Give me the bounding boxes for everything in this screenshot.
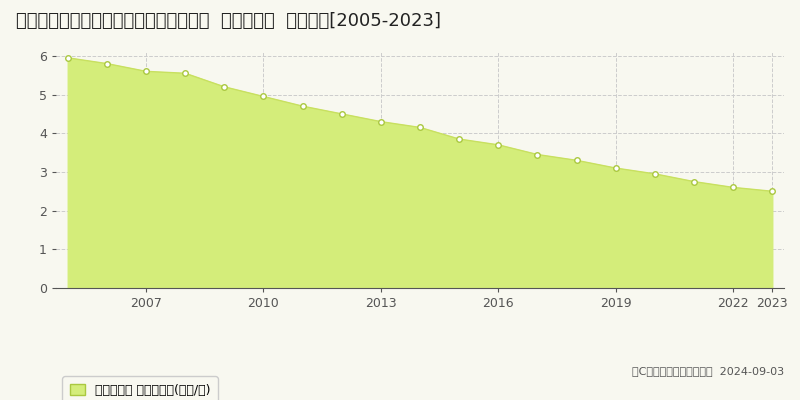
Text: （C）土地価格ドットコム  2024-09-03: （C）土地価格ドットコム 2024-09-03: [632, 366, 784, 376]
Text: 石川県鳳珠郡穴水町字由比ケ丘は２８番  基準地価格  地価推移[2005-2023]: 石川県鳳珠郡穴水町字由比ケ丘は２８番 基準地価格 地価推移[2005-2023]: [16, 12, 441, 30]
Legend: 基準地価格 平均坪単価(万円/坪): 基準地価格 平均坪単価(万円/坪): [62, 376, 218, 400]
